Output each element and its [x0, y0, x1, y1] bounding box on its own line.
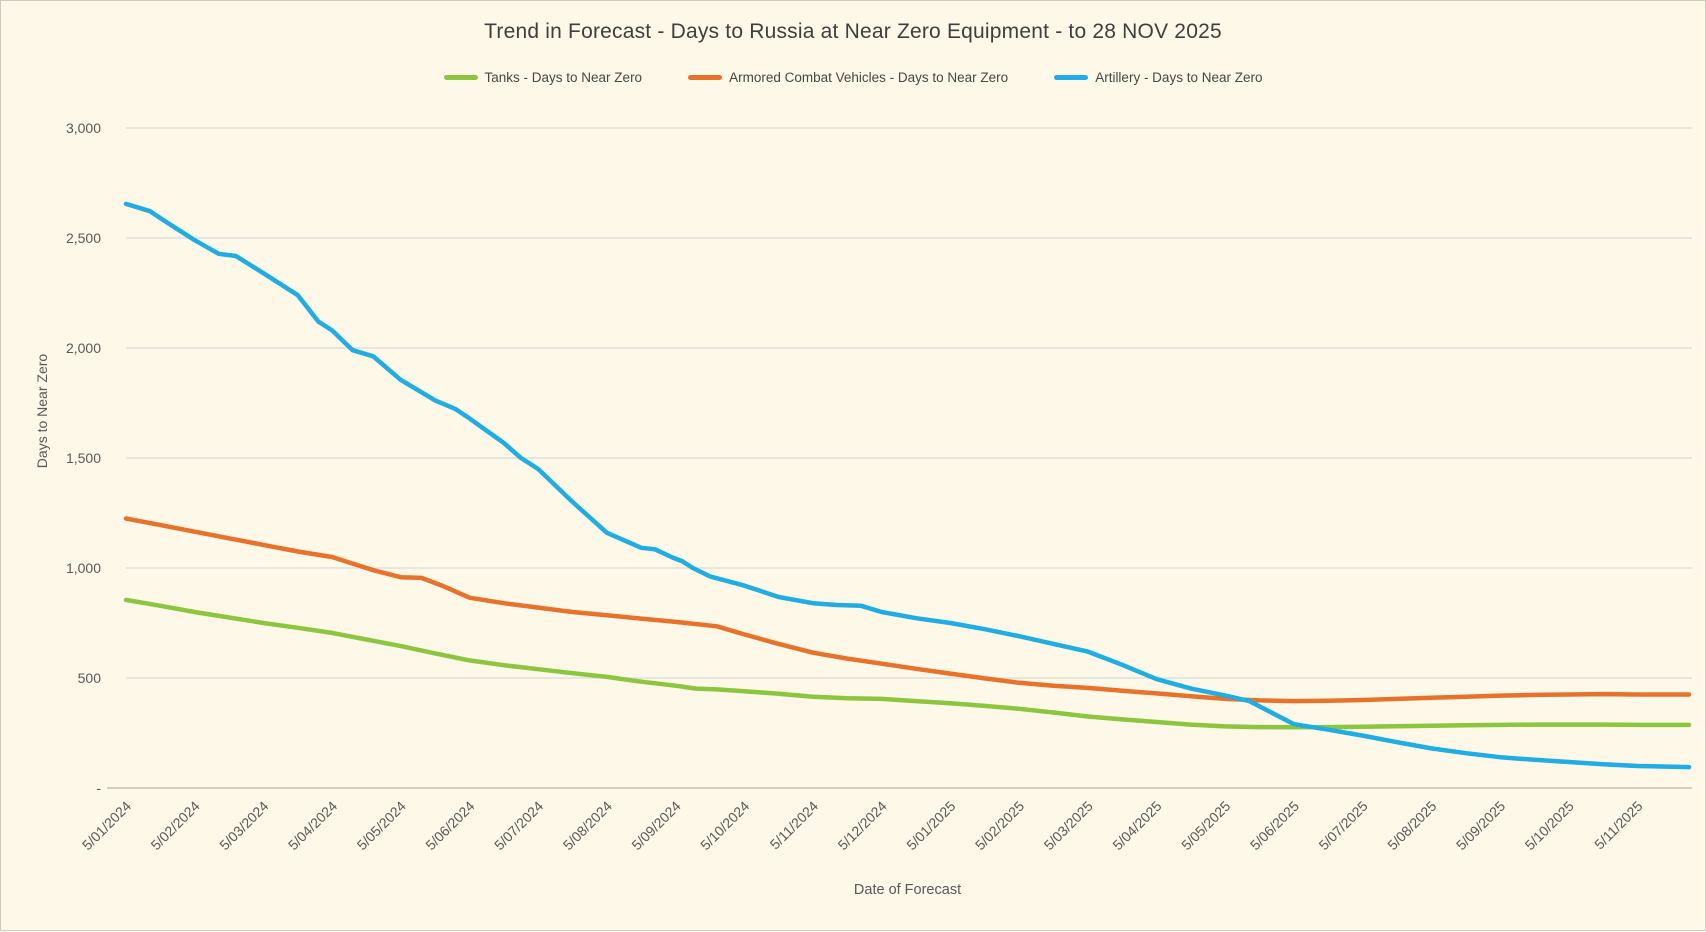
series-line-tanks — [123, 597, 1692, 730]
x-tick-label: 5/05/2024 — [354, 798, 410, 854]
legend-item-armored-combat-vehicles: Armored Combat Vehicles - Days to Near Z… — [688, 70, 1008, 85]
y-tick-label: - — [96, 780, 101, 796]
x-tick-label: 5/06/2025 — [1247, 798, 1303, 854]
series-line-acv — [123, 516, 1692, 704]
artillery-line-swatch-icon — [1054, 75, 1089, 80]
y-tick-label: 3,000 — [66, 120, 101, 136]
x-tick-label: 5/09/2025 — [1453, 798, 1509, 854]
x-tick-label: 5/07/2025 — [1315, 798, 1371, 854]
x-tick-label: 5/12/2024 — [834, 798, 890, 854]
x-tick-label: 5/05/2025 — [1178, 798, 1234, 854]
y-tick-label: 500 — [78, 670, 102, 686]
x-tick-label: 5/04/2025 — [1109, 798, 1165, 854]
legend-label-armored-combat-vehicles: Armored Combat Vehicles - Days to Near Z… — [729, 70, 1009, 85]
x-tick-label: 5/01/2025 — [903, 798, 959, 854]
y-tick-label: 1,000 — [66, 560, 101, 576]
x-tick-label: 5/06/2024 — [422, 798, 478, 854]
legend-item-artillery: Artillery - Days to Near Zero — [1054, 70, 1262, 85]
x-tick-label: 5/10/2025 — [1522, 798, 1578, 854]
x-tick-label: 5/02/2024 — [147, 798, 203, 854]
x-tick-label: 5/03/2025 — [1041, 798, 1097, 854]
x-tick-label: 5/04/2024 — [285, 798, 341, 854]
x-tick-label: 5/01/2024 — [79, 798, 135, 854]
chart-title: Trend in Forecast - Days to Russia at Ne… — [484, 20, 1222, 43]
legend-label-tanks: Tanks - Days to Near Zero — [484, 70, 643, 85]
acv-line-swatch-icon — [688, 75, 723, 80]
x-tick-label: 5/02/2025 — [972, 798, 1028, 854]
tanks-line-swatch-icon — [443, 75, 478, 80]
x-tick-label: 5/03/2024 — [216, 798, 272, 854]
legend-item-tanks: Tanks - Days to Near Zero — [443, 70, 643, 85]
x-tick-label: 5/08/2025 — [1384, 798, 1440, 854]
series-line-artillery — [123, 201, 1692, 770]
y-tick-label: 1,500 — [66, 450, 101, 466]
x-tick-label: 5/11/2024 — [766, 798, 821, 853]
x-tick-label: 5/08/2024 — [560, 798, 616, 854]
legend: Tanks - Days to Near Zero Armored Combat… — [1, 70, 1705, 85]
legend-label-artillery: Artillery - Days to Near Zero — [1095, 70, 1263, 85]
x-tick-label: 5/10/2024 — [697, 798, 753, 854]
y-tick-label: 2,500 — [66, 230, 101, 246]
x-tick-label: 5/09/2024 — [628, 798, 684, 854]
x-tick-label: 5/11/2025 — [1591, 798, 1646, 853]
y-tick-label: 2,000 — [66, 340, 101, 356]
x-tick-label: 5/07/2024 — [491, 798, 547, 854]
x-axis-title: Date of Forecast — [853, 882, 962, 898]
